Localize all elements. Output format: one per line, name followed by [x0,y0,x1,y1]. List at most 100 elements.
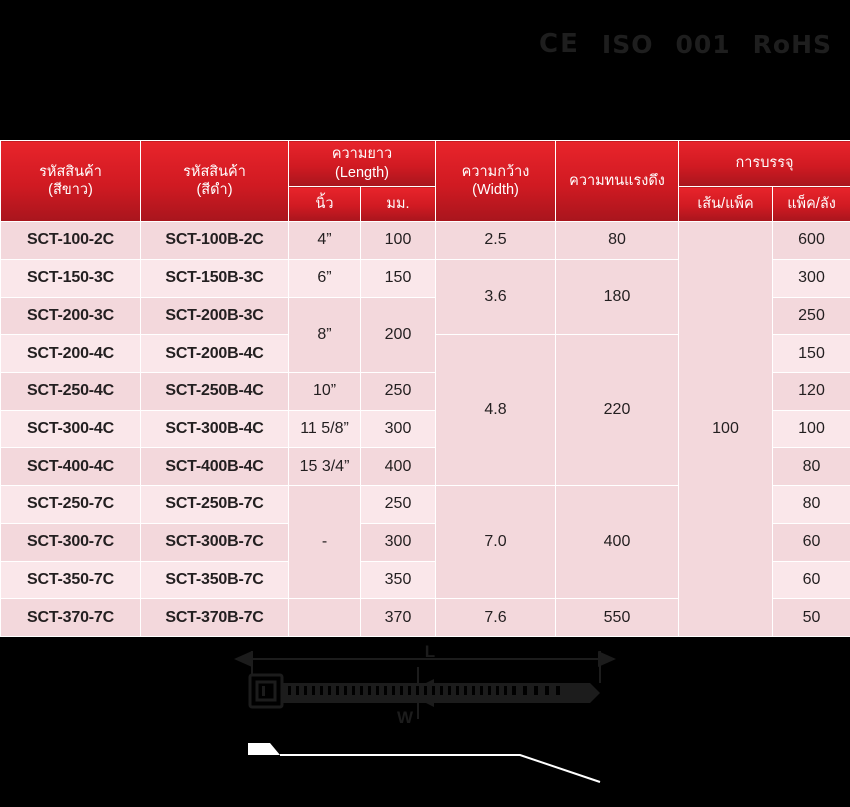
table-row: SCT-100-2C SCT-100B-2C 4” 100 2.5 80 100… [0,221,850,637]
cell-width: 2.5 [435,221,557,260]
table-row: SCT-370-7C SCT-370B-7C 370 7.6 550 50 [0,598,850,637]
table-row: SCT-400-4C SCT-400B-4C 15 3/4” 400 80 [0,447,850,487]
cell-tensile: 400 [555,485,680,600]
cell-length-mm: 250 [359,485,437,524]
cell-code-white: SCT-370-7C [0,598,141,637]
specification-table: รหัสสินค้า (สีขาว) รหัสสินค้า (สีดำ) ควา… [0,139,850,637]
cell-tensile: 180 [555,258,680,336]
table-row: SCT-350-7C SCT-350B-7C 350 60 [0,560,850,600]
cell-width: 7.0 [435,485,557,600]
cell-length-mm: 250 [359,371,437,411]
cell-length-inch: 6” [288,258,361,298]
cell-packing-pcs: 100 [678,221,774,637]
cell-code-white: SCT-100-2C [0,221,141,260]
cell-packing-ctn: 250 [772,296,850,336]
cell-code-white: SCT-150-3C [0,258,141,298]
length-line1: ความยาว [331,146,393,162]
cell-code-black: SCT-200B-4C [140,334,289,373]
header-row-main: รหัสสินค้า (สีขาว) รหัสสินค้า (สีดำ) ควา… [0,139,850,223]
cell-code-black: SCT-150B-3C [140,258,289,298]
table-row: SCT-300-4C SCT-300B-4C 11 5/8” 300 100 [0,409,850,449]
cell-length-mm: 100 [359,221,437,260]
table-row: SCT-150-3C SCT-150B-3C 6” 150 3.6 180 30… [0,258,850,336]
cell-code-black: SCT-350B-7C [140,560,289,600]
col-header-packing-ctn: แพ็ค/ลัง [772,186,850,223]
ce-mark-icon: CE [539,29,580,59]
cell-code-white: SCT-300-7C [0,522,141,562]
certification-strip: CE ISO 001 RoHS [0,0,850,140]
table-header: รหัสสินค้า (สีขาว) รหัสสินค้า (สีดำ) ควา… [0,139,850,223]
cell-code-white: SCT-250-4C [0,371,141,411]
cell-length-inch [288,598,361,637]
code-white-line2: (สีขาว) [48,182,93,199]
cell-code-white: SCT-200-4C [0,334,141,373]
cell-code-black: SCT-250B-7C [140,485,289,524]
cell-length-mm: 150 [359,258,437,298]
cell-tensile: 550 [555,598,680,637]
cell-tensile: 220 [555,334,680,487]
width-line1: ความกว้าง [461,163,530,180]
cable-tie-side-view [248,743,601,783]
length-dimension-label: L [425,642,435,661]
cell-packing-ctn: 120 [772,371,850,411]
cell-width: 4.8 [435,334,557,487]
col-header-length-mm: มม. [359,186,437,223]
code-black-line2: (สีดำ) [196,182,233,199]
tensile-line1: ความทนแรงดึง [569,172,665,189]
cell-packing-ctn: 50 [772,598,850,637]
table-body: SCT-100-2C SCT-100B-2C 4” 100 2.5 80 100… [0,221,850,637]
cell-code-black: SCT-370B-7C [140,598,289,637]
col-header-packing: การบรรจุ [678,139,850,188]
width-line2: (Width) [472,182,519,199]
cell-width: 7.6 [435,598,557,637]
cell-length-inch: 15 3/4” [288,447,361,487]
cell-length-inch: 11 5/8” [288,409,361,449]
packing-line1: การบรรจุ [735,155,794,172]
table-row: SCT-250-7C SCT-250B-7C - 250 7.0 400 80 [0,485,850,600]
cable-tie-top-view [248,673,600,709]
cell-code-black: SCT-400B-4C [140,447,289,487]
cell-code-black: SCT-300B-7C [140,522,289,562]
cell-length-mm: 400 [359,447,437,487]
cell-length-inch: 8” [288,296,361,373]
width-dimension-label: W [397,708,414,727]
cell-packing-ctn: 100 [772,409,850,449]
iso-mark-label: ISO [601,29,654,59]
cell-packing-ctn: 80 [772,485,850,524]
table-row: SCT-200-4C SCT-200B-4C 4.8 220 150 [0,334,850,487]
cell-code-white: SCT-300-4C [0,409,141,449]
col-header-packing-pcs: เส้น/แพ็ค [678,186,774,223]
iso-number-label: 001 [675,29,731,59]
cable-tie-diagram: L W [0,637,850,807]
cell-length-mm: 300 [359,522,437,562]
cell-length-mm: 200 [359,296,437,373]
col-header-length-inch: นิ้ว [288,186,361,223]
cell-code-black: SCT-200B-3C [140,296,289,336]
header-row-sub: นิ้ว มม. เส้น/แพ็ค แพ็ค/ลัง [1,186,850,223]
code-white-line1: รหัสสินค้า [39,163,102,180]
cell-code-black: SCT-250B-4C [140,371,289,411]
cell-code-white: SCT-200-3C [0,296,141,336]
cell-code-white: SCT-350-7C [0,560,141,600]
length-line2: (Length) [335,164,390,181]
length-dimension: L [234,642,616,683]
cell-packing-ctn: 150 [772,334,850,373]
cell-length-mm: 300 [359,409,437,449]
cell-packing-ctn: 60 [772,522,850,562]
rohs-mark-label: RoHS [752,29,832,59]
cell-length-inch: 4” [288,221,361,260]
col-header-width: ความกว้าง (Width) [435,139,557,223]
table-row: SCT-200-3C SCT-200B-3C 8” 200 250 [0,296,850,373]
cell-packing-ctn: 60 [772,560,850,600]
certification-marks: CE ISO 001 RoHS [539,29,832,59]
cell-length-mm: 370 [359,598,437,637]
table-row: SCT-300-7C SCT-300B-7C 300 60 [0,522,850,562]
col-header-code-white: รหัสสินค้า (สีขาว) [0,139,141,223]
cell-packing-ctn: 80 [772,447,850,487]
cell-code-black: SCT-300B-4C [140,409,289,449]
col-header-code-black: รหัสสินค้า (สีดำ) [140,139,289,223]
code-black-line1: รหัสสินค้า [183,163,246,180]
cell-code-white: SCT-250-7C [0,485,141,524]
table-row: SCT-250-4C SCT-250B-4C 10” 250 120 [0,371,850,411]
